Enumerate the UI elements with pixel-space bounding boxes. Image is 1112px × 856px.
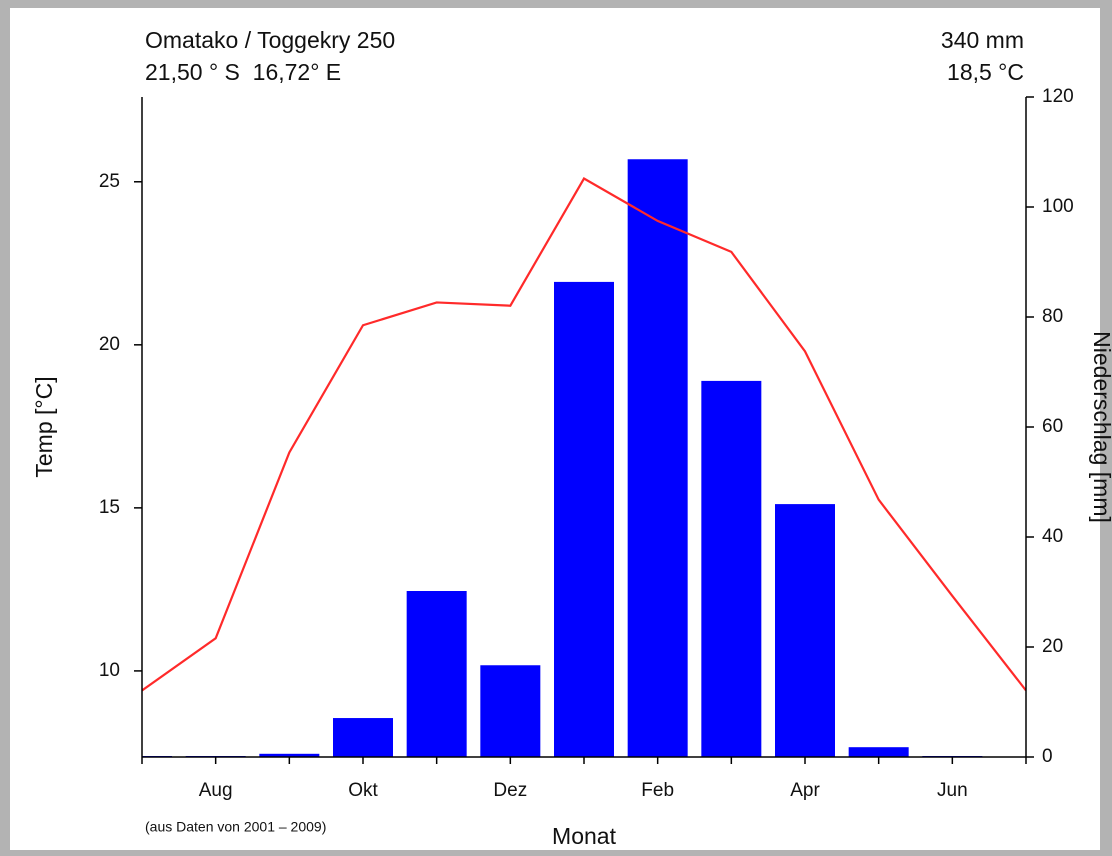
bar [554,281,614,757]
bar [848,747,909,757]
y2-axis-title: Niederschlag [mm] [1089,331,1112,523]
x-tick-label: Dez [493,780,527,801]
x-tick-label: Apr [790,780,820,801]
bar [627,159,688,757]
bar [333,718,393,757]
y2-tick-label: 40 [1042,526,1063,547]
bar [701,380,762,757]
bar [406,591,467,757]
y-tick-label: 20 [99,334,120,355]
y2-tick-label: 120 [1042,86,1074,107]
source-note: (aus Daten von 2001 – 2009) [145,819,326,835]
x-axis-title: Monat [552,823,617,849]
y2-tick-label: 100 [1042,196,1074,217]
y-tick-label: 25 [99,171,120,192]
y-axis-title: Temp [°C] [31,376,57,477]
y-tick-label: 15 [99,497,120,518]
x-tick-label: Aug [199,780,233,801]
temperature-mean: 18,5 °C [947,59,1024,85]
y2-tick-label: 60 [1042,416,1063,437]
x-tick-label: Jun [937,780,968,801]
chart-subtitle: 21,50 ° S 16,72° E [145,59,341,85]
y2-tick-label: 80 [1042,306,1063,327]
bar [480,665,541,757]
chart-title: Omatako / Toggekry 250 [145,27,395,53]
plot-marks [142,159,1026,757]
y2-tick-label: 0 [1042,746,1053,767]
bar [259,753,320,757]
temperature-line [142,177,1026,692]
y2-tick-label: 20 [1042,636,1063,657]
x-tick-label: Feb [641,780,674,801]
precipitation-total: 340 mm [941,27,1024,53]
y-tick-label: 10 [99,660,120,681]
bar [775,504,835,757]
x-tick-label: Okt [348,780,378,801]
